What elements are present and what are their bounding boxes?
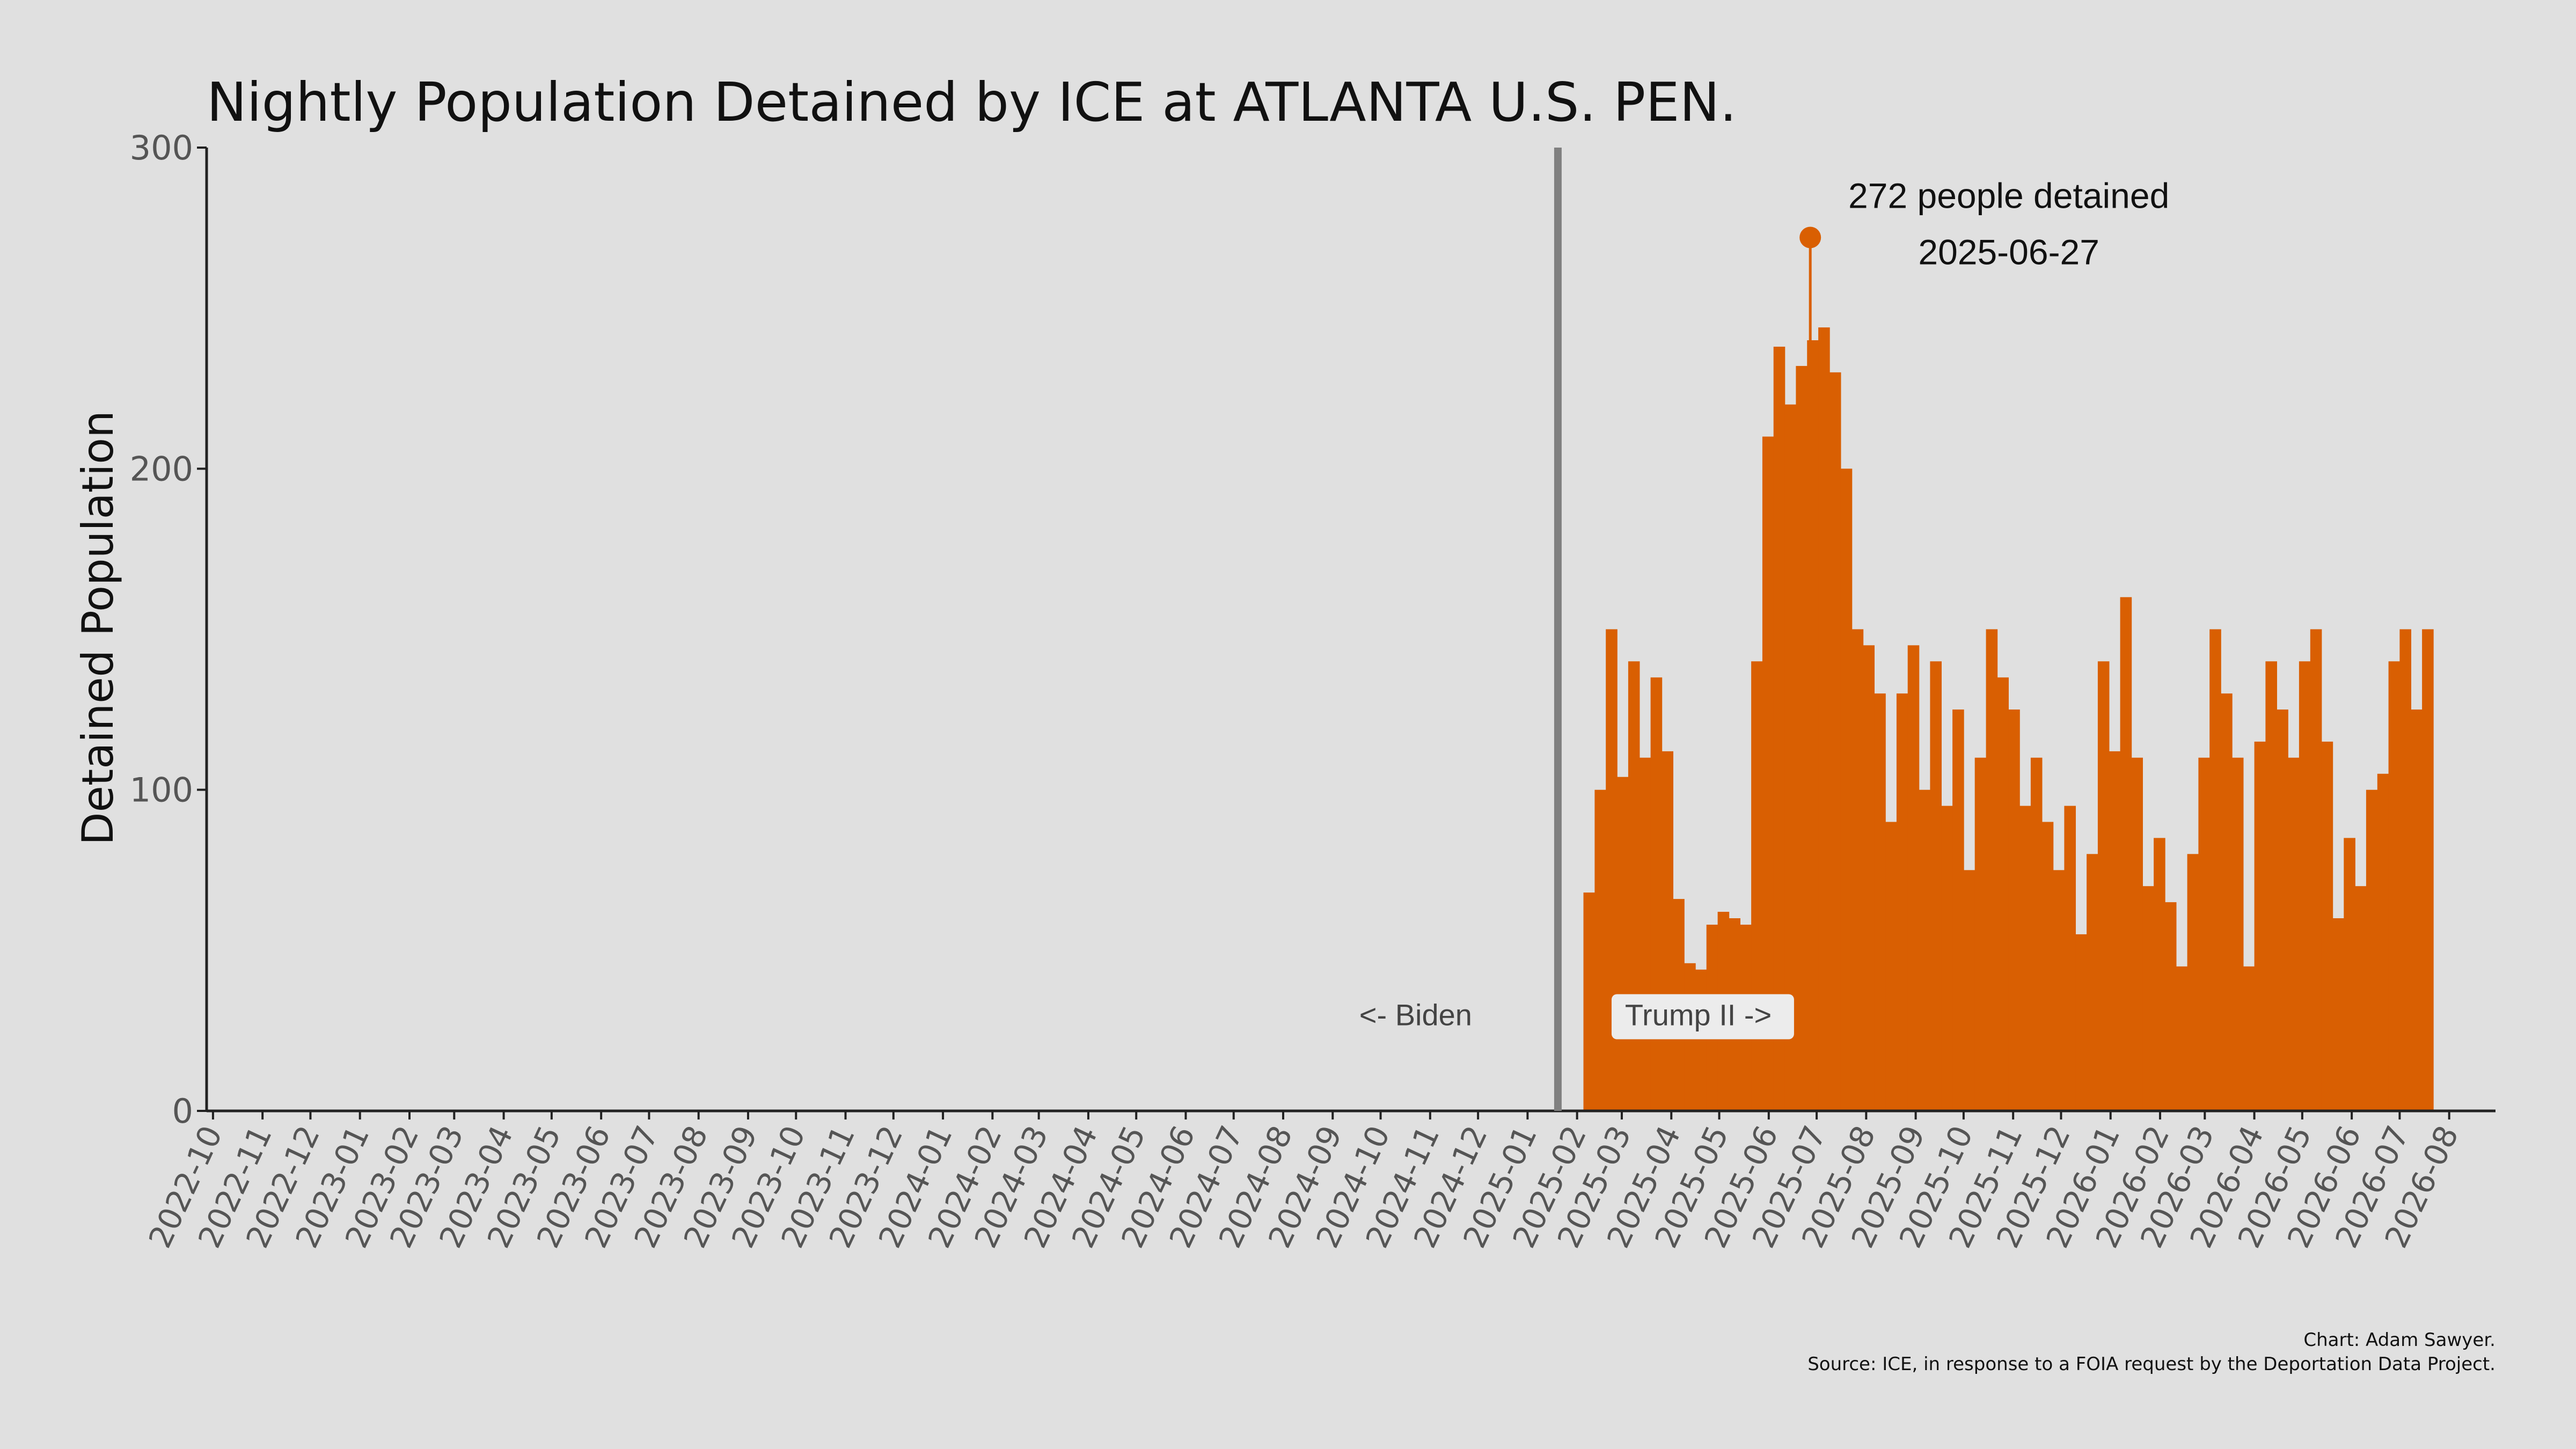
bar xyxy=(1662,751,1673,1111)
bar xyxy=(2030,757,2043,1111)
bar xyxy=(1594,789,1606,1111)
chart-credit: Chart: Adam Sawyer. xyxy=(2303,1329,2496,1351)
bar xyxy=(2288,757,2300,1111)
bar xyxy=(1896,693,1908,1111)
bar xyxy=(1986,629,1998,1111)
bar xyxy=(1606,629,1618,1111)
bar xyxy=(1963,870,1975,1111)
bar xyxy=(2087,854,2098,1111)
bar xyxy=(2422,629,2434,1111)
bar xyxy=(1784,404,1797,1111)
bar xyxy=(2243,966,2255,1111)
bar xyxy=(1997,677,2009,1111)
bar xyxy=(1907,645,1920,1111)
bar xyxy=(1851,629,1864,1111)
trump-era-label-box xyxy=(1611,994,1794,1040)
bar xyxy=(2075,934,2087,1111)
peak-label-count: 272 people detained xyxy=(1848,176,2169,216)
bar xyxy=(1952,709,1964,1111)
bar xyxy=(1874,693,1886,1111)
chart-source: Source: ICE, in response to a FOIA reque… xyxy=(1807,1353,2496,1375)
bar xyxy=(2355,886,2367,1111)
bar xyxy=(2254,741,2266,1111)
bar xyxy=(1650,677,1663,1111)
bar xyxy=(2366,789,2378,1111)
bar xyxy=(2120,597,2132,1111)
chart-title: Nightly Population Detained by ICE at AT… xyxy=(207,71,1737,134)
bar xyxy=(2154,838,2165,1111)
bar xyxy=(1941,806,1953,1111)
bar xyxy=(2310,629,2322,1111)
bar xyxy=(2198,757,2210,1111)
bar xyxy=(2176,966,2188,1111)
bar xyxy=(2411,709,2423,1111)
peak-marker xyxy=(1799,226,1821,248)
bar xyxy=(1919,789,1931,1111)
bar xyxy=(1818,327,1830,1111)
bar xyxy=(1974,757,1987,1111)
bar xyxy=(1863,645,1875,1111)
bar xyxy=(2053,870,2065,1111)
bar xyxy=(2321,741,2333,1111)
bar xyxy=(2344,838,2355,1111)
y-axis-ticks: 0 100 200 300 xyxy=(130,128,207,1131)
bar xyxy=(2164,902,2177,1111)
bar xyxy=(2064,806,2076,1111)
bar xyxy=(2187,854,2199,1111)
bar xyxy=(2142,886,2154,1111)
bar xyxy=(2277,709,2288,1111)
y-tick-label: 100 xyxy=(130,771,193,810)
bar xyxy=(2299,661,2311,1111)
bar xyxy=(2097,661,2110,1111)
biden-era-label: <- Biden xyxy=(1359,998,1472,1032)
bar xyxy=(2377,773,2389,1111)
bar xyxy=(2265,661,2277,1111)
x-axis-ticks: 2022-102022-112022-122023-012023-022023-… xyxy=(142,1111,2465,1254)
y-tick-label: 200 xyxy=(130,449,193,488)
bar xyxy=(1773,347,1785,1111)
bar xyxy=(2131,757,2143,1111)
peak-label-date: 2025-06-27 xyxy=(1918,232,2099,272)
bar xyxy=(2332,918,2344,1111)
bar xyxy=(2231,757,2244,1111)
bar xyxy=(1583,892,1596,1111)
bar xyxy=(2388,661,2401,1111)
bar xyxy=(1930,661,1942,1111)
bar xyxy=(1885,822,1897,1111)
bar-series xyxy=(1583,327,2434,1111)
y-axis-label: Detained Population xyxy=(73,411,123,845)
bar xyxy=(2221,693,2233,1111)
bar xyxy=(1829,372,1841,1111)
bar xyxy=(2399,629,2411,1111)
bar xyxy=(1695,969,1707,1111)
bar xyxy=(2019,806,2031,1111)
bar xyxy=(2041,822,2054,1111)
bar xyxy=(2209,629,2221,1111)
bar xyxy=(1796,365,1807,1111)
bar xyxy=(2008,709,2020,1111)
bar xyxy=(1807,340,1819,1111)
y-tick-label: 0 xyxy=(172,1092,193,1131)
bar xyxy=(1639,757,1651,1111)
trump-era-label: Trump II -> xyxy=(1625,998,1772,1032)
bar xyxy=(1840,469,1853,1111)
bar xyxy=(2109,751,2121,1111)
bar xyxy=(1762,436,1774,1111)
y-tick-label: 300 xyxy=(130,128,193,167)
bar xyxy=(1751,661,1763,1111)
bar xyxy=(1617,777,1629,1111)
bar xyxy=(1628,661,1640,1111)
